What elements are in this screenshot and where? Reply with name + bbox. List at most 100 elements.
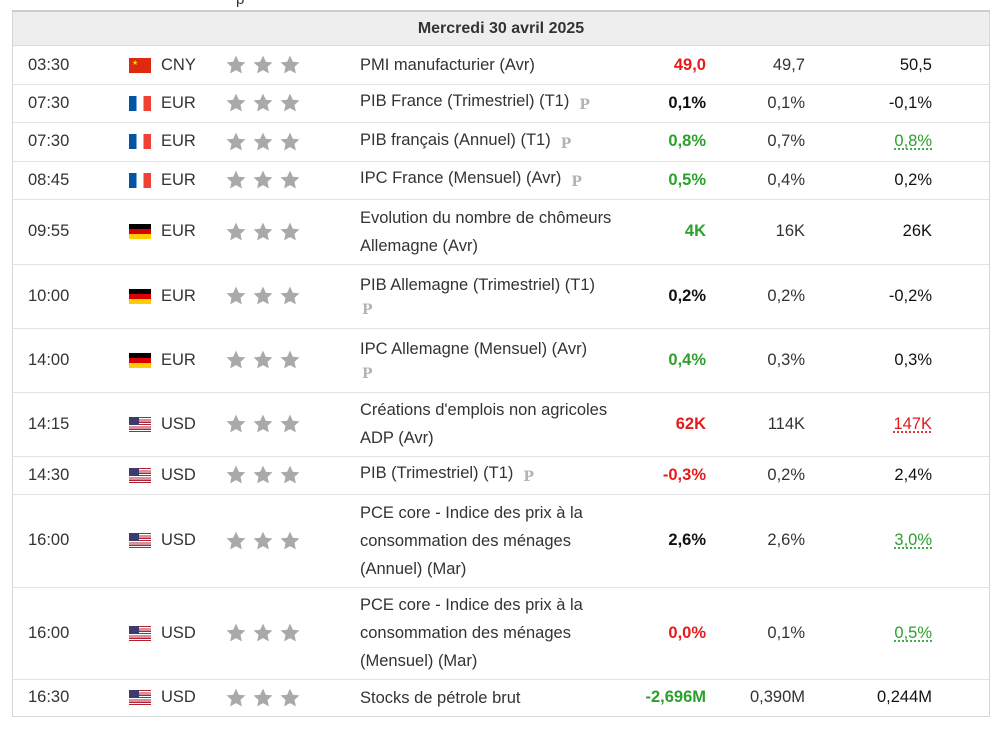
currency-code: EUR — [161, 350, 196, 369]
preliminary-badge: P — [579, 97, 590, 113]
cut-off-header-text: p — [236, 0, 244, 8]
star-icon — [225, 169, 247, 191]
forecast-value: 2,6% — [767, 531, 805, 549]
forecast-value: 16K — [775, 222, 805, 240]
previous-value: 0,244M — [876, 688, 932, 706]
event-name[interactable]: PIB France (Trimestriel) (T1) — [360, 92, 570, 110]
star-icon — [279, 464, 301, 486]
flag-us-icon — [129, 416, 151, 432]
table-row[interactable]: 09:55 EUR Evolution du nombre de chômeurs … — [13, 199, 989, 265]
event-cell[interactable]: PMI manufacturier (Avr) — [360, 46, 622, 84]
star-icon — [279, 687, 301, 709]
star-icon — [252, 285, 274, 307]
table-row[interactable]: 14:00 EUR IPC Allemagne (Mensuel) (Avr) P 0,… — [13, 328, 989, 393]
star-icon — [225, 530, 247, 552]
event-cell[interactable]: PIB (Trimestriel) (T1) P — [360, 456, 622, 494]
star-icon — [252, 530, 274, 552]
star-icon — [252, 687, 274, 709]
impact-rating — [225, 392, 306, 456]
event-cell[interactable]: PCE core - Indice des prix à la consomma… — [360, 587, 622, 679]
star-icon — [225, 464, 247, 486]
country-flag — [129, 456, 151, 494]
impact-rating — [225, 264, 306, 328]
event-name[interactable]: PCE core - Indice des prix à la consomma… — [360, 503, 583, 578]
previous-value: -0,2% — [888, 286, 932, 305]
event-cell[interactable]: Stocks de pétrole brut — [360, 679, 622, 716]
impact-rating — [225, 46, 306, 84]
table-row[interactable]: 16:30 USD Stocks de pétrole brut -2,696M 0,3… — [13, 679, 989, 716]
event-cell[interactable]: IPC France (Mensuel) (Avr) P — [360, 161, 622, 199]
table-row[interactable]: 10:00 EUR PIB Allemagne (Trimestriel) (T1)… — [13, 264, 989, 329]
star-icon — [279, 413, 301, 435]
country-flag — [129, 392, 151, 456]
event-cell[interactable]: Créations d'emplois non agricoles ADP (A… — [360, 392, 622, 456]
forecast-value: 0,1% — [767, 623, 805, 642]
star-icon — [225, 54, 247, 76]
currency-code: USD — [161, 688, 196, 706]
star-icon — [225, 622, 247, 644]
previous-value[interactable]: 0,5% — [894, 623, 932, 642]
event-cell[interactable]: PCE core - Indice des prix à la consomma… — [360, 494, 622, 587]
country-flag — [129, 494, 151, 587]
event-cell[interactable]: PIB français (Annuel) (T1) P — [360, 122, 622, 161]
forecast-value: 0,2% — [767, 286, 805, 305]
event-name[interactable]: IPC Allemagne (Mensuel) (Avr) — [360, 340, 588, 358]
event-name[interactable]: Stocks de pétrole brut — [360, 688, 521, 707]
previous-value: -0,1% — [888, 93, 932, 112]
star-icon — [225, 687, 247, 709]
preliminary-badge: P — [362, 366, 373, 382]
event-cell[interactable]: IPC Allemagne (Mensuel) (Avr) P — [360, 328, 622, 392]
star-icon — [225, 413, 247, 435]
forecast-value: 0,1% — [767, 93, 805, 112]
star-icon — [252, 221, 274, 243]
event-cell[interactable]: Evolution du nombre de chômeurs Allemagn… — [360, 199, 622, 264]
forecast-value: 114K — [767, 414, 805, 433]
actual-value: 0,0% — [668, 623, 706, 642]
flag-cn-icon: ★ — [129, 57, 151, 73]
event-name[interactable]: Evolution du nombre de chômeurs Allemagn… — [360, 208, 612, 255]
previous-value: 2,4% — [894, 465, 932, 484]
event-name[interactable]: PMI manufacturier (Avr) — [360, 56, 535, 74]
star-icon — [252, 131, 274, 153]
event-name[interactable]: PCE core - Indice des prix à la consomma… — [360, 596, 583, 670]
event-time: 16:00 — [28, 623, 70, 642]
forecast-value: 0,390M — [749, 688, 805, 706]
event-name[interactable]: PIB (Trimestriel) (T1) — [360, 464, 514, 482]
flag-de-icon — [129, 352, 151, 368]
currency-code: USD — [161, 531, 196, 549]
event-time: 14:15 — [28, 414, 70, 433]
table-row[interactable]: 14:30 USD PIB (Trimestriel) (T1) P -0,3% 0,2%… — [13, 456, 989, 495]
preliminary-badge: P — [560, 135, 572, 152]
previous-value[interactable]: 147K — [893, 414, 932, 433]
table-row[interactable]: 07:30 EUR PIB France (Trimestriel) (T1) P 0,… — [13, 84, 989, 123]
country-flag — [129, 84, 151, 122]
table-row[interactable]: 08:45 EUR IPC France (Mensuel) (Avr) P 0,5% 0… — [13, 161, 989, 200]
star-icon — [252, 413, 274, 435]
event-time: 08:45 — [28, 170, 70, 189]
star-icon — [252, 622, 274, 644]
impact-rating — [225, 161, 306, 199]
previous-value: 26K — [902, 222, 932, 240]
event-name[interactable]: PIB français (Annuel) (T1) — [360, 130, 551, 149]
currency-code: USD — [161, 465, 196, 484]
currency-code: EUR — [161, 222, 196, 240]
event-cell[interactable]: PIB Allemagne (Trimestriel) (T1) P — [360, 264, 622, 328]
table-row[interactable]: 07:30 EUR PIB français (Annuel) (T1) P 0,8% 0… — [13, 122, 989, 162]
table-row[interactable]: 16:00 USD PCE core - Indice des prix à la … — [13, 494, 989, 588]
previous-value[interactable]: 3,0% — [894, 531, 932, 549]
previous-value: 0,3% — [894, 350, 932, 369]
impact-rating — [225, 456, 306, 494]
event-name[interactable]: IPC France (Mensuel) (Avr) — [360, 169, 562, 187]
table-row[interactable]: 14:15 USD Créations d'emplois non agricole… — [13, 392, 989, 457]
preliminary-badge: P — [571, 174, 582, 190]
table-row[interactable]: 16:00 USD PCE core - Indice des prix à la … — [13, 587, 989, 680]
star-icon — [279, 530, 301, 552]
event-cell[interactable]: PIB France (Trimestriel) (T1) P — [360, 84, 622, 122]
event-name[interactable]: Créations d'emplois non agricoles ADP (A… — [360, 401, 608, 447]
country-flag — [129, 122, 151, 161]
economic-calendar-table: Mercredi 30 avril 2025 03:30 ★ CNY PMI manu… — [12, 12, 990, 717]
event-name[interactable]: PIB Allemagne (Trimestriel) (T1) — [360, 276, 596, 294]
currency-code: EUR — [161, 170, 196, 189]
previous-value[interactable]: 0,8% — [894, 132, 932, 150]
table-row[interactable]: 03:30 ★ CNY PMI manufacturier (Avr) 49,0 49,7… — [13, 46, 989, 85]
